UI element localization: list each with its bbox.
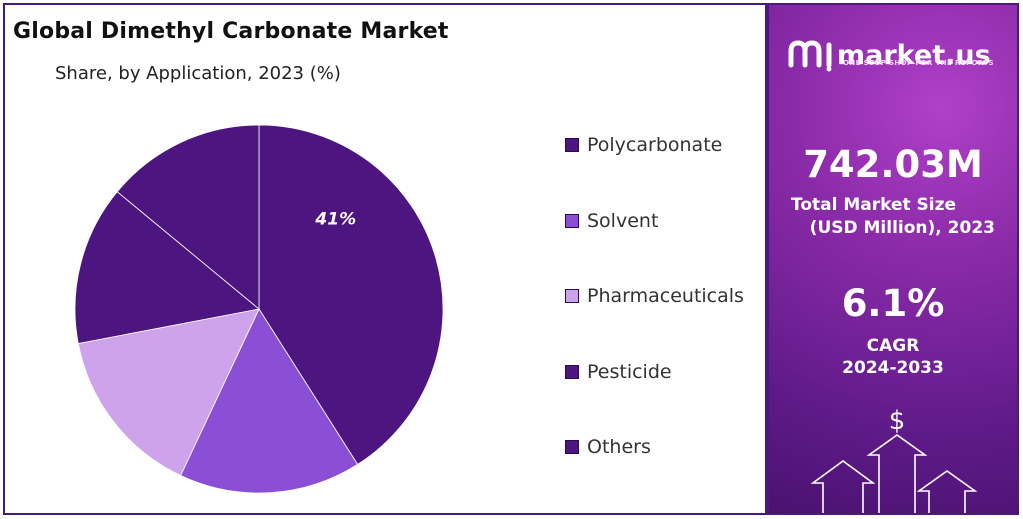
legend-item-others: Others xyxy=(565,431,744,463)
data-label-polycarbonate: 41% xyxy=(314,210,356,230)
cagr-value: 6.1% xyxy=(841,282,945,325)
legend-item-solvent: Solvent xyxy=(565,205,744,237)
arrow-right-icon xyxy=(916,470,978,513)
arrow-left-icon xyxy=(810,460,876,513)
brand-name: market.us xyxy=(837,39,991,71)
market-size-label-line2: (USD Million), 2023 xyxy=(809,218,995,238)
chart-title: Global Dimethyl Carbonate Market xyxy=(13,19,449,44)
stats-panel: market.us ONE STOP SHOP FOR THE REPORTS … xyxy=(769,5,1017,513)
pie-slice-others xyxy=(116,124,260,310)
arrow-center-icon xyxy=(866,434,928,513)
brand-tagline: ONE STOP SHOP FOR THE REPORTS xyxy=(843,59,994,67)
legend-label-pharmaceuticals: Pharmaceuticals xyxy=(587,285,744,307)
panel-divider xyxy=(765,3,769,515)
dollar-sign: $ xyxy=(889,406,906,436)
pie-chart: 41% xyxy=(74,124,444,494)
outer-frame xyxy=(3,3,1019,515)
market-size-label-line1: Total Market Size xyxy=(791,195,957,215)
pie-slice-pesticide xyxy=(74,191,260,344)
cagr-label-line1: CAGR xyxy=(866,336,920,356)
pie-slice-solvent xyxy=(180,308,359,494)
market-size-value: 742.03M xyxy=(803,143,983,186)
chart-subtitle: Share, by Application, 2023 (%) xyxy=(55,63,341,84)
market-us-logo-icon xyxy=(788,40,832,72)
chart-panel: Global Dimethyl Carbonate Market Share, … xyxy=(5,5,763,513)
pie-slice-pharmaceuticals xyxy=(77,308,260,477)
legend-label-polycarbonate: Polycarbonate xyxy=(587,134,723,156)
pie-slice-polycarbonate xyxy=(258,124,444,465)
chart-legend: Polycarbonate Solvent Pharmaceuticals Pesti… xyxy=(565,129,744,507)
cagr-label-line2: 2024-2033 xyxy=(842,358,944,378)
legend-item-pharmaceuticals: Pharmaceuticals xyxy=(565,280,744,312)
legend-label-solvent: Solvent xyxy=(587,209,659,232)
legend-label-others: Others xyxy=(587,436,651,458)
legend-item-pesticide: Pesticide xyxy=(565,356,744,388)
growth-arrows-icon: $ xyxy=(810,406,978,513)
legend-swatch-others xyxy=(565,440,579,454)
legend-swatch-solvent xyxy=(565,213,579,228)
legend-label-pesticide: Pesticide xyxy=(587,360,672,383)
brand-logo: market.us xyxy=(787,35,991,75)
legend-item-polycarbonate: Polycarbonate xyxy=(565,129,744,161)
legend-swatch-pesticide xyxy=(565,364,579,379)
legend-swatch-pharmaceuticals xyxy=(565,289,579,303)
legend-swatch-polycarbonate xyxy=(565,138,579,152)
